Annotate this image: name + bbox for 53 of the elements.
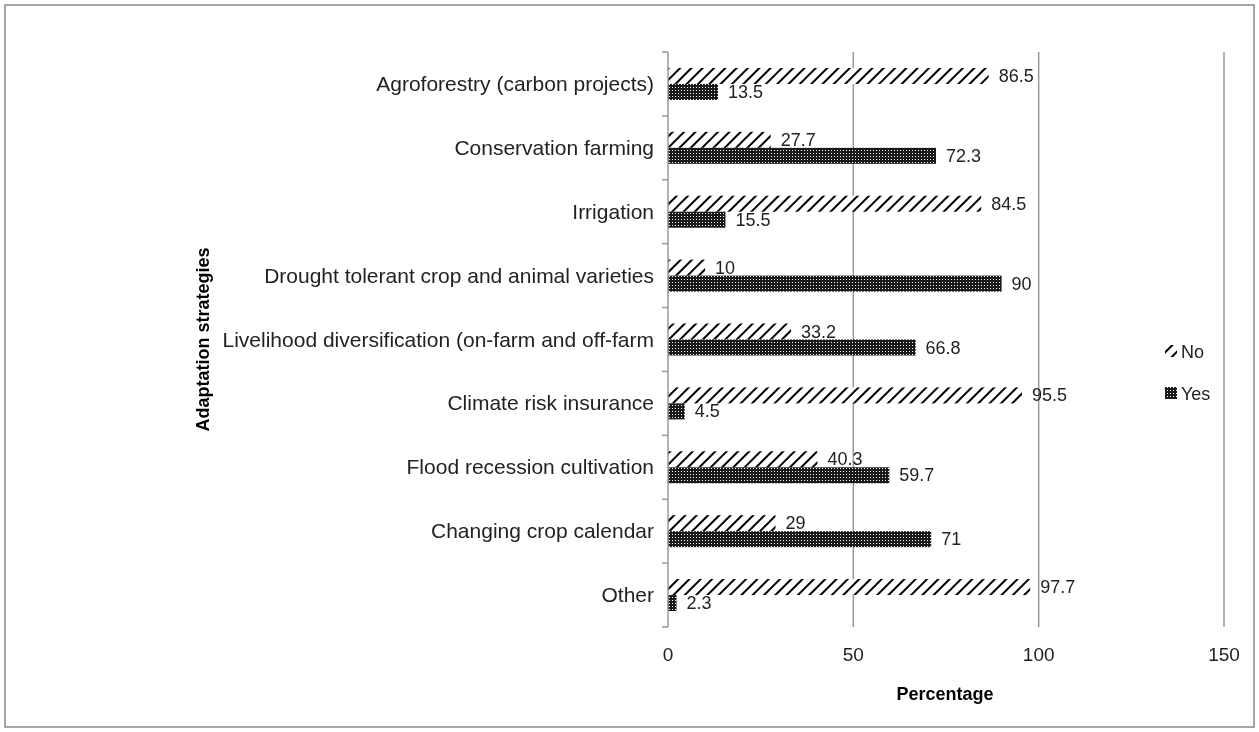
y-tick-label: Conservation farming <box>454 135 654 159</box>
data-label: 27.7 <box>780 129 816 150</box>
x-tick-label: 150 <box>1208 644 1240 665</box>
data-label: 59.7 <box>899 465 935 486</box>
legend-label: Yes <box>1181 384 1211 404</box>
y-tick-label: Agroforestry (carbon projects) <box>376 71 654 95</box>
y-tick-label: Irrigation <box>572 199 654 223</box>
data-label: 33.2 <box>801 321 837 342</box>
data-label: 95.5 <box>1031 385 1068 406</box>
bar <box>668 83 719 100</box>
bar <box>668 259 706 276</box>
data-label: 66.8 <box>925 337 961 358</box>
data-label: 97.7 <box>1040 577 1076 598</box>
data-label: 71 <box>941 529 962 550</box>
bar <box>668 323 792 340</box>
data-label: 84.5 <box>991 193 1027 214</box>
data-label: 4.5 <box>694 401 720 422</box>
bar <box>668 147 936 164</box>
bar <box>668 131 771 148</box>
bar <box>668 579 1031 596</box>
y-tick-label: Changing crop calendar <box>431 519 654 543</box>
data-label: 13.5 <box>728 81 764 102</box>
data-label: 90 <box>1011 273 1032 294</box>
data-label: 10 <box>715 257 736 278</box>
data-label: 40.3 <box>827 449 863 470</box>
bar <box>668 451 818 468</box>
data-label: 15.5 <box>735 209 771 230</box>
x-tick-label: 0 <box>662 644 674 665</box>
bar <box>668 275 1002 292</box>
bar <box>668 339 916 356</box>
data-label: 29 <box>785 513 806 534</box>
bar <box>668 403 685 420</box>
bar <box>668 515 776 532</box>
y-tick-label: Flood recession cultivation <box>406 455 654 479</box>
data-label: 86.5 <box>998 65 1034 86</box>
bar <box>668 387 1022 404</box>
bar <box>668 211 726 228</box>
bar <box>668 467 890 484</box>
bar <box>668 531 932 548</box>
y-axis-title: Adaptation strategies <box>192 247 213 432</box>
data-label: 72.3 <box>945 145 982 166</box>
x-tick-label: 100 <box>1022 644 1055 665</box>
y-tick-label: Other <box>601 583 654 607</box>
legend-label: No <box>1181 342 1205 362</box>
y-tick-label: Climate risk insurance <box>447 391 654 415</box>
x-axis-title: Percentage <box>896 684 994 704</box>
y-tick-label: Livelihood diversification (on-farm and off-farm <box>222 327 654 351</box>
bar <box>668 595 677 612</box>
bar <box>668 67 989 84</box>
x-tick-label: 50 <box>842 644 864 665</box>
data-label: 2.3 <box>686 593 712 614</box>
y-tick-label: Drought tolerant crop and animal varieties <box>264 263 654 287</box>
bar <box>668 195 982 212</box>
